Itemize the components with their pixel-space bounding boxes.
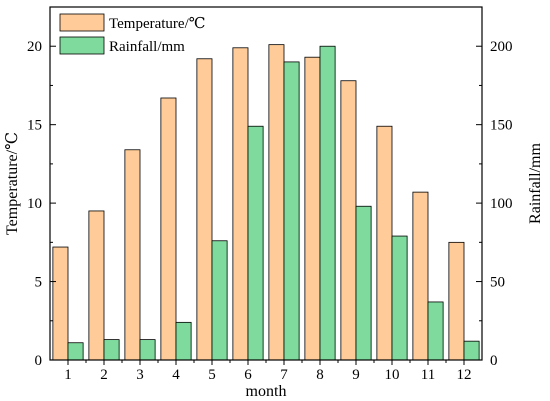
bar-rainfall-mm-10 bbox=[391, 235, 408, 361]
bar-temperature-2 bbox=[88, 210, 105, 361]
bar-rainfall-mm-12 bbox=[463, 340, 480, 361]
x-tick-label: 7 bbox=[280, 367, 288, 383]
y-left-tick-label: 15 bbox=[27, 118, 42, 134]
bar-rainfall-mm-2 bbox=[103, 339, 120, 361]
legend-label-rainfall: Rainfall/mm bbox=[109, 39, 185, 55]
y-axis-title-left: Temperature/℃ bbox=[4, 132, 21, 235]
y-right-tick-label: 50 bbox=[490, 275, 505, 291]
x-axis-title: month bbox=[246, 383, 287, 400]
legend-swatch-rainfall bbox=[59, 36, 105, 55]
bar-temperature-6 bbox=[232, 47, 249, 361]
x-tick-label: 8 bbox=[316, 367, 324, 383]
bar-temperature-7 bbox=[268, 44, 285, 361]
x-tick-label: 1 bbox=[64, 367, 72, 383]
x-tick-label: 10 bbox=[385, 367, 400, 383]
x-tick-label: 12 bbox=[457, 367, 472, 383]
legend-swatch-temperature bbox=[59, 13, 105, 32]
bar-temperature-11 bbox=[412, 191, 429, 361]
y-right-tick-label: 150 bbox=[490, 118, 513, 134]
x-tick-label: 6 bbox=[244, 367, 252, 383]
bar-rainfall-mm-4 bbox=[175, 321, 192, 361]
bar-temperature-4 bbox=[160, 97, 177, 361]
bar-rainfall-mm-1 bbox=[67, 342, 84, 361]
x-tick-label: 4 bbox=[172, 367, 180, 383]
legend-label-temperature: Temperature/℃ bbox=[109, 16, 206, 32]
bar-rainfall-mm-9 bbox=[355, 205, 372, 361]
y-left-tick-label: 0 bbox=[35, 353, 43, 369]
bar-temperature-10 bbox=[376, 125, 393, 361]
y-left-tick-label: 10 bbox=[27, 196, 42, 212]
y-axis-title-right: Rainfall/mm bbox=[527, 143, 544, 224]
bars-layer bbox=[52, 44, 480, 361]
y-right-tick-label: 0 bbox=[490, 353, 498, 369]
legend: Temperature/℃ Rainfall/mm bbox=[59, 13, 206, 55]
x-tick-label: 2 bbox=[100, 367, 108, 383]
bar-temperature-5 bbox=[196, 58, 213, 361]
bar-rainfall-mm-5 bbox=[211, 240, 228, 361]
bar-temperature-3 bbox=[124, 149, 141, 361]
bar-temperature-12 bbox=[448, 241, 465, 361]
bar-rainfall-mm-11 bbox=[427, 301, 444, 361]
x-tick-label: 5 bbox=[208, 367, 216, 383]
bar-temperature-8 bbox=[304, 56, 321, 361]
x-tick-label: 11 bbox=[421, 367, 435, 383]
bar-rainfall-mm-3 bbox=[139, 339, 156, 361]
y-left-tick-label: 5 bbox=[35, 275, 43, 291]
bar-temperature-9 bbox=[340, 80, 357, 361]
y-left-tick-label: 20 bbox=[27, 39, 42, 55]
x-tick-label: 9 bbox=[352, 367, 360, 383]
bar-temperature-1 bbox=[52, 246, 69, 361]
y-right-tick-label: 100 bbox=[490, 196, 513, 212]
bar-rainfall-mm-8 bbox=[319, 45, 336, 361]
bar-rainfall-mm-6 bbox=[247, 125, 264, 361]
bar-rainfall-mm-7 bbox=[283, 61, 300, 361]
y-right-tick-label: 200 bbox=[490, 39, 513, 55]
x-tick-label: 3 bbox=[136, 367, 144, 383]
